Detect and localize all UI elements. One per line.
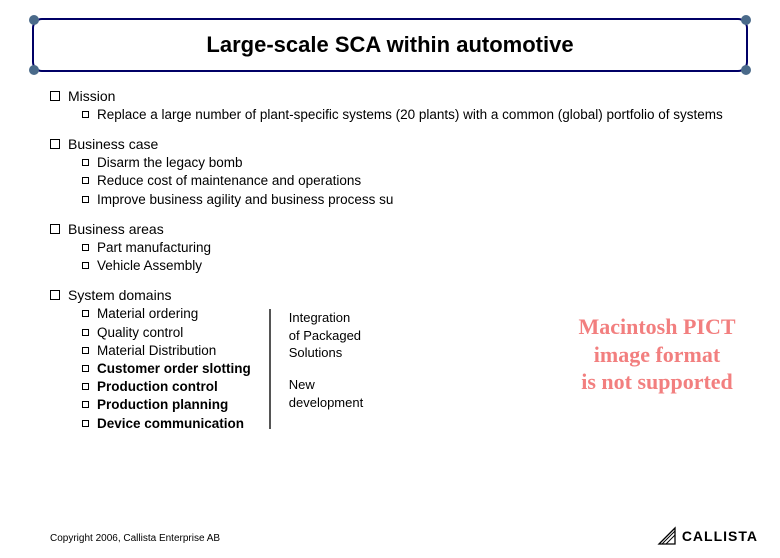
item-text: Material ordering — [97, 305, 198, 323]
list-item: Material ordering — [82, 305, 251, 323]
heading-text: Business areas — [68, 221, 164, 237]
list-item: Reduce cost of maintenance and operation… — [82, 172, 740, 190]
list-item: Customer order slotting — [82, 360, 251, 378]
list-item: Vehicle Assembly — [82, 257, 740, 275]
item-text: Replace a large number of plant-specific… — [97, 106, 723, 124]
corner-dot-icon — [29, 15, 39, 25]
sub-bullet-icon — [82, 329, 89, 336]
note-line: Integration — [289, 309, 363, 327]
list-item: Replace a large number of plant-specific… — [82, 106, 740, 124]
side-notes: Integration of Packaged Solutions New de… — [289, 305, 363, 425]
sub-bullet-icon — [82, 401, 89, 408]
section-heading: System domains — [50, 287, 740, 303]
sub-bullet-icon — [82, 310, 89, 317]
title-container: Large-scale SCA within automotive — [32, 18, 748, 72]
section-business-areas: Business areas Part manufacturing Vehicl… — [50, 221, 740, 275]
section-heading: Mission — [50, 88, 740, 104]
section-items: Material ordering Quality control Materi… — [50, 305, 251, 433]
sail-icon — [656, 526, 678, 546]
sub-bullet-icon — [82, 111, 89, 118]
item-text: Vehicle Assembly — [97, 257, 202, 275]
logo-text: CALLISTA — [682, 528, 758, 544]
item-text: Customer order slotting — [97, 360, 251, 378]
copyright-text: Copyright 2006, Callista Enterprise AB — [50, 533, 220, 544]
section-items: Replace a large number of plant-specific… — [50, 106, 740, 124]
note-line: Solutions — [289, 344, 363, 362]
slide: Large-scale SCA within automotive Missio… — [0, 18, 780, 558]
sub-bullet-icon — [82, 262, 89, 269]
section-items: Part manufacturing Vehicle Assembly — [50, 239, 740, 275]
list-item: Improve business agility and business pr… — [82, 191, 740, 209]
sub-bullet-icon — [82, 159, 89, 166]
pict-line: is not supported — [552, 368, 762, 396]
vertical-divider — [269, 309, 271, 429]
pict-warning: Macintosh PICT image format is not suppo… — [552, 313, 762, 396]
square-bullet-icon — [50, 139, 60, 149]
heading-text: Business case — [68, 136, 158, 152]
list-item: Production control — [82, 378, 251, 396]
corner-dot-icon — [741, 65, 751, 75]
callista-logo: CALLISTA — [656, 526, 758, 546]
list-item: Production planning — [82, 396, 251, 414]
sub-bullet-icon — [82, 244, 89, 251]
sub-bullet-icon — [82, 383, 89, 390]
section-items: Disarm the legacy bomb Reduce cost of ma… — [50, 154, 740, 209]
item-text: Reduce cost of maintenance and operation… — [97, 172, 361, 190]
list-item: Disarm the legacy bomb — [82, 154, 740, 172]
section-heading: Business case — [50, 136, 740, 152]
title-box: Large-scale SCA within automotive — [32, 18, 748, 72]
sub-bullet-icon — [82, 347, 89, 354]
list-item: Part manufacturing — [82, 239, 740, 257]
square-bullet-icon — [50, 224, 60, 234]
item-text: Disarm the legacy bomb — [97, 154, 243, 172]
section-business-case: Business case Disarm the legacy bomb Red… — [50, 136, 740, 209]
item-text: Device communication — [97, 415, 244, 433]
corner-dot-icon — [741, 15, 751, 25]
section-heading: Business areas — [50, 221, 740, 237]
item-text: Production planning — [97, 396, 228, 414]
slide-title: Large-scale SCA within automotive — [54, 32, 726, 58]
note-new-dev: New development — [289, 376, 363, 411]
sub-bullet-icon — [82, 196, 89, 203]
item-text: Quality control — [97, 324, 183, 342]
list-item: Device communication — [82, 415, 251, 433]
list-item: Material Distribution — [82, 342, 251, 360]
sub-bullet-icon — [82, 365, 89, 372]
sub-bullet-icon — [82, 177, 89, 184]
note-integration: Integration of Packaged Solutions — [289, 309, 363, 362]
heading-text: System domains — [68, 287, 171, 303]
item-text: Material Distribution — [97, 342, 216, 360]
item-text: Part manufacturing — [97, 239, 211, 257]
square-bullet-icon — [50, 290, 60, 300]
note-line: of Packaged — [289, 327, 363, 345]
pict-line: image format — [552, 341, 762, 369]
square-bullet-icon — [50, 91, 60, 101]
note-line: New — [289, 376, 363, 394]
corner-dot-icon — [29, 65, 39, 75]
item-text: Improve business agility and business pr… — [97, 191, 393, 209]
list-item: Quality control — [82, 324, 251, 342]
note-line: development — [289, 394, 363, 412]
item-text: Production control — [97, 378, 218, 396]
heading-text: Mission — [68, 88, 115, 104]
sub-bullet-icon — [82, 420, 89, 427]
section-mission: Mission Replace a large number of plant-… — [50, 88, 740, 124]
pict-line: Macintosh PICT — [552, 313, 762, 341]
